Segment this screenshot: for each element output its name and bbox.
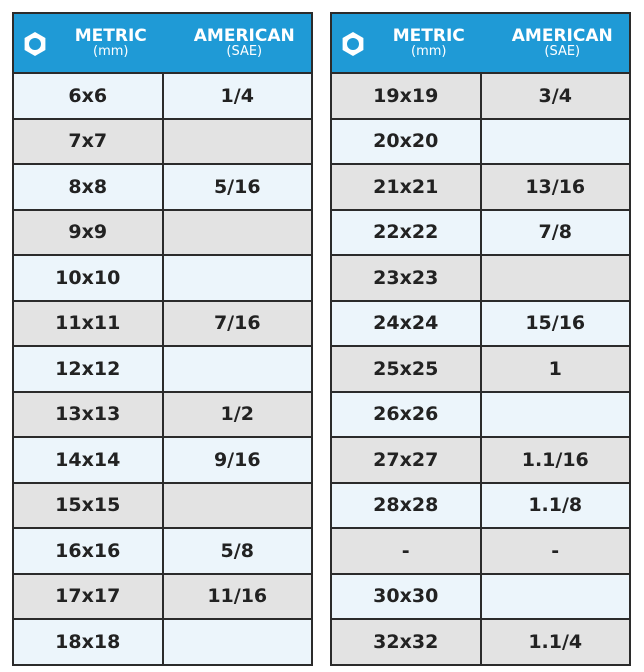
american-cell: 1.1/4 — [481, 620, 629, 664]
american-cell: 1/2 — [163, 392, 311, 436]
nut-icon — [342, 32, 364, 56]
header-unit: (mm) — [411, 44, 447, 60]
american-cell — [163, 620, 311, 664]
american-cell — [163, 119, 311, 163]
table-row: 23x23 — [332, 256, 629, 300]
american-cell — [163, 210, 311, 254]
header-cell: METRIC (mm) — [332, 25, 496, 60]
header-label: METRIC — [392, 25, 465, 46]
american-cell — [481, 256, 629, 300]
table-row: 11x11 7/16 — [14, 301, 311, 345]
american-cell — [481, 574, 629, 618]
header: METRIC (mm) AMERICAN (SAE) — [332, 14, 629, 72]
american-cell: 5/16 — [163, 165, 311, 209]
metric-cell: 21x21 — [332, 165, 480, 209]
american-cell: 13/16 — [481, 165, 629, 209]
size-table: METRIC (mm) AMERICAN (SAE) 19x19 3/4 20x20 21x2… — [330, 12, 631, 666]
metric-cell: 14x14 — [14, 438, 162, 482]
table-row: 12x12 — [14, 347, 311, 391]
table-row: 22x22 7/8 — [332, 210, 629, 254]
metric-cell: 20x20 — [332, 119, 480, 163]
metric-cell: 13x13 — [14, 392, 162, 436]
american-cell: 9/16 — [163, 438, 311, 482]
header-cell: METRIC (mm) — [14, 25, 178, 60]
metric-cell: 8x8 — [14, 165, 162, 209]
metric-cell: 30x30 — [332, 574, 480, 618]
table-row: 32x32 1.1/4 — [332, 620, 629, 664]
american-cell: - — [481, 529, 629, 573]
table-row: 30x30 — [332, 574, 629, 618]
american-cell: 1/4 — [163, 74, 311, 118]
american-cell: 3/4 — [481, 74, 629, 118]
metric-cell: 27x27 — [332, 438, 480, 482]
american-cell: 5/8 — [163, 529, 311, 573]
table-row: 19x19 3/4 — [332, 74, 629, 118]
table-row: 13x13 1/2 — [14, 392, 311, 436]
american-cell: 11/16 — [163, 574, 311, 618]
table-row: 9x9 — [14, 210, 311, 254]
metric-cell: 7x7 — [14, 119, 162, 163]
table-row: 16x16 5/8 — [14, 529, 311, 573]
table-row: 14x14 9/16 — [14, 438, 311, 482]
table-row: 28x28 1.1/8 — [332, 483, 629, 527]
metric-cell: 6x6 — [14, 74, 162, 118]
table-row: 6x6 1/4 — [14, 74, 311, 118]
header: METRIC (mm) AMERICAN (SAE) — [14, 14, 311, 72]
metric-cell: - — [332, 529, 480, 573]
table-row: 17x17 11/16 — [14, 574, 311, 618]
metric-cell: 11x11 — [14, 301, 162, 345]
metric-cell: 18x18 — [14, 620, 162, 664]
table-row: 26x26 — [332, 392, 629, 436]
metric-cell: 32x32 — [332, 620, 480, 664]
header-label: AMERICAN — [511, 25, 613, 46]
header-cell: AMERICAN (SAE) — [496, 25, 630, 60]
metric-cell: 25x25 — [332, 347, 480, 391]
table-row: 8x8 5/16 — [14, 165, 311, 209]
metric-cell: 22x22 — [332, 210, 480, 254]
metric-cell: 19x19 — [332, 74, 480, 118]
metric-cell: 23x23 — [332, 256, 480, 300]
table-row: 10x10 — [14, 256, 311, 300]
metric-cell: 24x24 — [332, 301, 480, 345]
table-row: 25x25 1 — [332, 347, 629, 391]
header-unit: (SAE) — [226, 44, 263, 60]
american-cell: 7/16 — [163, 301, 311, 345]
american-cell — [163, 347, 311, 391]
table-row: 24x24 15/16 — [332, 301, 629, 345]
table-row: 15x15 — [14, 483, 311, 527]
metric-cell: 10x10 — [14, 256, 162, 300]
header-label: METRIC — [74, 25, 147, 46]
metric-cell: 16x16 — [14, 529, 162, 573]
american-cell: 15/16 — [481, 301, 629, 345]
american-cell — [481, 119, 629, 163]
metric-cell: 28x28 — [332, 483, 480, 527]
table-row: 7x7 — [14, 119, 311, 163]
american-cell — [481, 392, 629, 436]
table-row: 20x20 — [332, 119, 629, 163]
american-cell: 1.1/8 — [481, 483, 629, 527]
table-row: 27x27 1.1/16 — [332, 438, 629, 482]
header-unit: (SAE) — [544, 44, 581, 60]
metric-cell: 12x12 — [14, 347, 162, 391]
metric-cell: 17x17 — [14, 574, 162, 618]
metric-cell: 9x9 — [14, 210, 162, 254]
american-cell — [163, 483, 311, 527]
american-cell: 1 — [481, 347, 629, 391]
metric-cell: 26x26 — [332, 392, 480, 436]
american-cell: 7/8 — [481, 210, 629, 254]
header-cell: AMERICAN (SAE) — [178, 25, 312, 60]
table-row: -- — [332, 529, 629, 573]
nut-icon — [24, 32, 46, 56]
size-table: METRIC (mm) AMERICAN (SAE) 6x6 1/4 7x7 8x8 5/16 9… — [12, 12, 313, 666]
header-unit: (mm) — [93, 44, 129, 60]
table-row: 18x18 — [14, 620, 311, 664]
table-row: 21x21 13/16 — [332, 165, 629, 209]
metric-cell: 15x15 — [14, 483, 162, 527]
american-cell: 1.1/16 — [481, 438, 629, 482]
american-cell — [163, 256, 311, 300]
header-label: AMERICAN — [193, 25, 295, 46]
